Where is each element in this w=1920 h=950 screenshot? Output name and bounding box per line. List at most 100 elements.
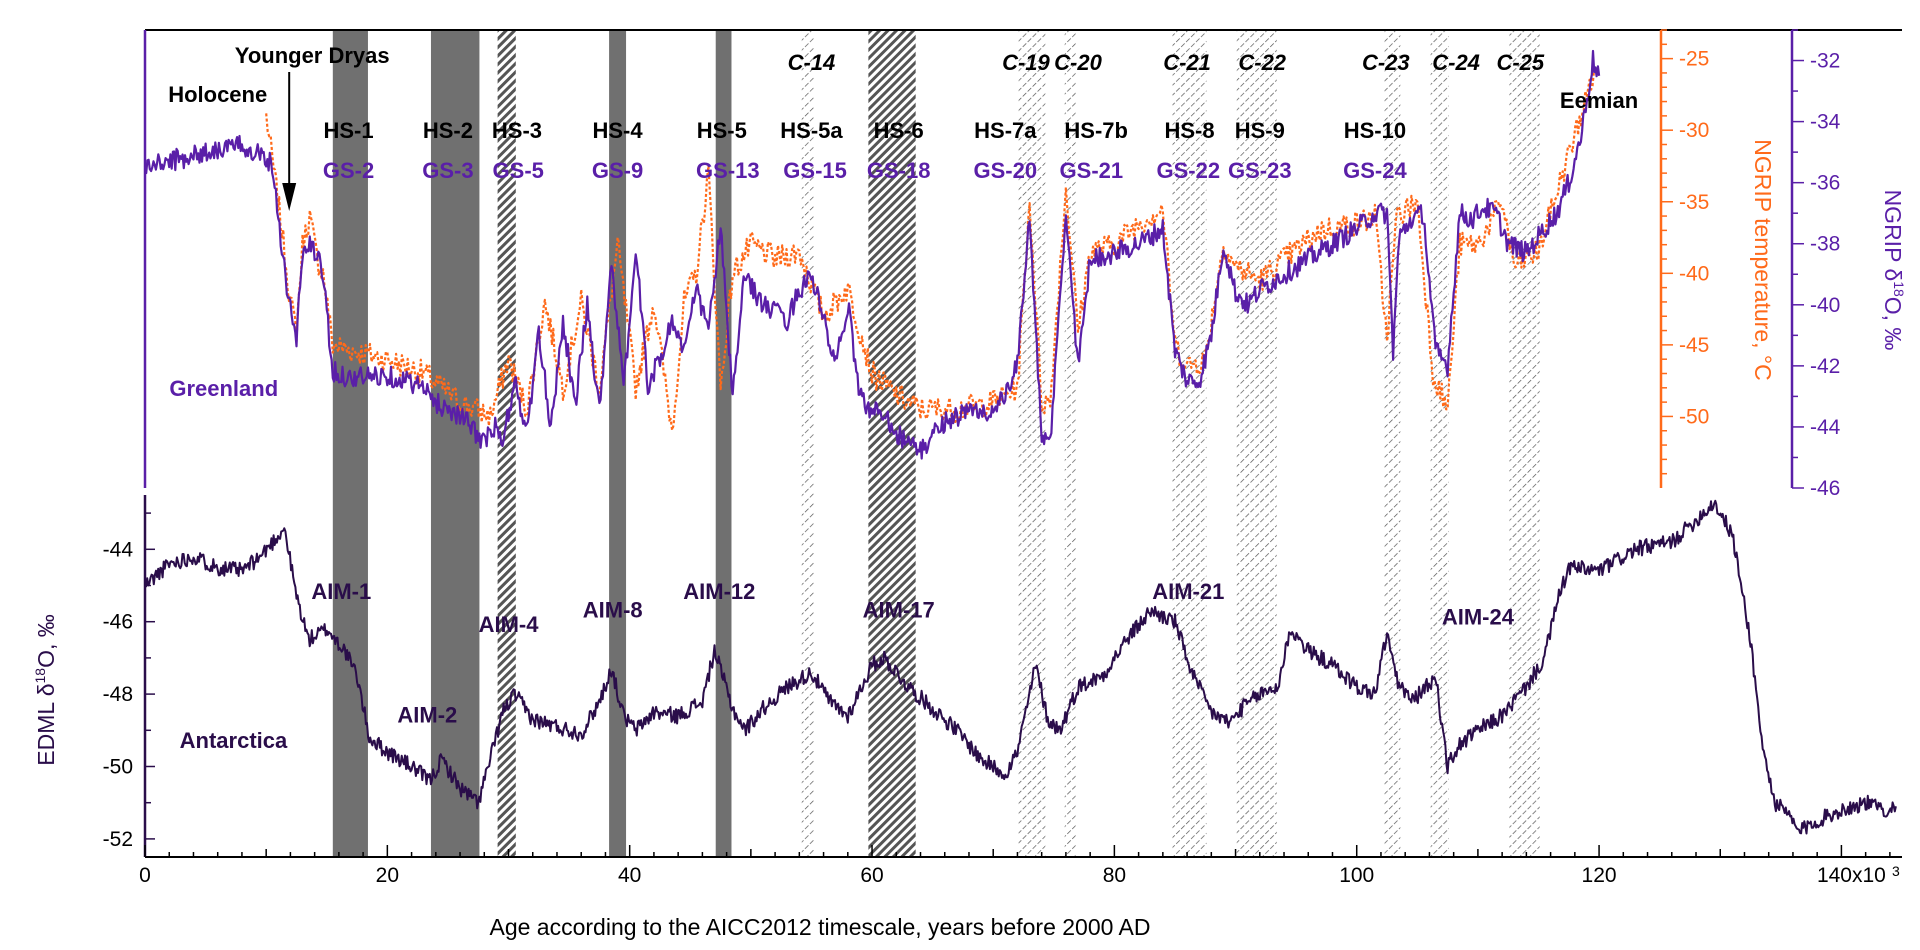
- greenland-stadial-label: GS-13: [696, 158, 760, 183]
- region-label: Antarctica: [180, 728, 288, 753]
- ngrip-d18o-axis-title-part2: O, ‰: [1880, 297, 1906, 351]
- heinrich-stadial-label: HS-2: [423, 118, 473, 143]
- series-line-ngrip-temp: [265, 65, 1597, 432]
- heinrich-stadial-label: HS-3: [492, 118, 542, 143]
- stadial-band-6: [801, 30, 814, 857]
- stadial-bands: [332, 30, 1540, 857]
- x-tick-label: 80: [1103, 864, 1126, 887]
- younger-dryas-arrow-head: [282, 183, 297, 211]
- stadial-band-10: [1172, 30, 1207, 857]
- heinrich-stadial-label: HS-7a: [974, 118, 1037, 143]
- aim-event-label: AIM-2: [397, 702, 457, 727]
- ngrip-d18o-tick-label: -32: [1810, 50, 1840, 73]
- cold-event-label: C-19: [1002, 50, 1050, 75]
- aim-event-label: AIM-8: [583, 597, 643, 622]
- ngrip-d18o-tick-label: -36: [1810, 172, 1840, 195]
- region-label: Younger Dryas: [235, 43, 390, 68]
- ngrip-temp-tick-label: -35: [1679, 191, 1709, 214]
- stadial-band-5: [715, 30, 732, 857]
- heinrich-stadial-label: HS-5: [697, 118, 747, 143]
- stadial-band-1: [332, 30, 368, 857]
- greenland-stadial-label: GS-18: [867, 158, 931, 183]
- stadial-band-2: [430, 30, 480, 857]
- series-line-edml-d18o: [144, 499, 1897, 835]
- ngrip-d18o-axis-title-sup: 18: [1891, 281, 1907, 297]
- ngrip-temp-tick-label: -45: [1679, 334, 1709, 357]
- aim-event-label: AIM-1: [311, 579, 371, 604]
- heinrich-stadial-label: HS-5a: [780, 118, 843, 143]
- edml-tick-label: -44: [103, 538, 134, 561]
- heinrich-stadial-label: HS-8: [1164, 118, 1214, 143]
- edml-axis-title-sup: 18: [32, 668, 48, 684]
- series-layer: [143, 49, 1897, 835]
- ngrip-d18o-tick-label: -40: [1810, 294, 1840, 317]
- cold-event-label: C-25: [1496, 50, 1544, 75]
- stadial-band-11: [1236, 30, 1277, 857]
- aim-event-label: AIM-17: [863, 597, 935, 622]
- ngrip-temp-tick-label: -30: [1679, 119, 1709, 142]
- x-tick-label: 0: [139, 864, 151, 887]
- edml-tick-label: -50: [103, 756, 133, 779]
- axis-ticks: 0 20 40 60 80 100 120 140x10 -44 -46 -48 -50 -52 -25 -…: [103, 29, 1891, 887]
- x-tick-label: 120: [1582, 864, 1617, 887]
- x-tick-label: 40: [618, 864, 641, 887]
- edml-axis-title: EDML δ18O, ‰: [32, 614, 59, 766]
- heinrich-stadial-label: HS-4: [593, 118, 644, 143]
- ngrip-temp-axis-title: NGRIP temperature, °C: [1750, 139, 1776, 380]
- cold-event-label: C-23: [1362, 50, 1410, 75]
- ngrip-d18o-axis-title: NGRIP δ18O, ‰: [1880, 190, 1907, 351]
- x-tick-label: 100: [1339, 864, 1374, 887]
- region-label: Eemian: [1560, 88, 1638, 113]
- stadial-band-8: [1018, 30, 1046, 857]
- heinrich-stadial-label: HS-10: [1344, 118, 1406, 143]
- cold-event-label: C-21: [1163, 50, 1211, 75]
- ngrip-d18o-tick-label: -34: [1810, 111, 1841, 134]
- greenland-stadial-label: GS-21: [1060, 158, 1124, 183]
- stadial-band-12: [1384, 30, 1401, 857]
- ngrip-d18o-tick-label: -38: [1810, 233, 1840, 256]
- cold-event-label: C-22: [1238, 50, 1286, 75]
- series-line-ngrip-d18o: [143, 49, 1601, 460]
- edml-tick-label: -52: [103, 828, 133, 851]
- edml-tick-label: -46: [103, 611, 133, 634]
- x-axis-title: Age according to the AICC2012 timescale,…: [489, 914, 1150, 940]
- ngrip-d18o-tick-label: -42: [1810, 355, 1840, 378]
- greenland-stadial-label: GS-23: [1228, 158, 1292, 183]
- x-tick-label: 140x10: [1817, 864, 1886, 887]
- region-label: Holocene: [168, 82, 267, 107]
- heinrich-stadial-label: HS-1: [324, 118, 374, 143]
- stadial-band-7: [868, 30, 916, 857]
- cold-event-label: C-20: [1054, 50, 1102, 75]
- greenland-stadial-label: GS-15: [783, 158, 847, 183]
- cold-event-label: C-24: [1432, 50, 1480, 75]
- aim-event-label: AIM-24: [1442, 605, 1515, 630]
- ngrip-temp-tick-label: -25: [1679, 48, 1709, 71]
- greenland-stadial-label: GS-9: [592, 158, 643, 183]
- ngrip-d18o-axis-title-part1: NGRIP δ: [1880, 190, 1906, 282]
- heinrich-stadial-label: HS-6: [874, 118, 924, 143]
- heinrich-stadial-label: HS-7b: [1064, 118, 1128, 143]
- region-label: Greenland: [169, 376, 278, 401]
- greenland-stadial-label: GS-5: [493, 158, 544, 183]
- ngrip-temp-tick-label: -40: [1679, 262, 1709, 285]
- aim-event-label: AIM-21: [1152, 579, 1224, 604]
- greenland-stadial-label: GS-24: [1343, 158, 1407, 183]
- x-tick-label: 60: [860, 864, 883, 887]
- greenland-stadial-label: GS-22: [1156, 158, 1220, 183]
- heinrich-stadial-label: HS-9: [1235, 118, 1285, 143]
- aim-event-label: AIM-4: [479, 612, 540, 637]
- ngrip-d18o-tick-label: -44: [1810, 416, 1841, 439]
- cold-event-label: C-14: [788, 50, 836, 75]
- edml-axis-title-part2: O, ‰: [33, 614, 59, 668]
- annotation-labels: Holocene Younger Dryas Eemian Greenland Anta…: [168, 43, 1638, 753]
- x-tick-label: 20: [376, 864, 399, 887]
- stadial-band-9: [1064, 30, 1076, 857]
- aim-event-label: AIM-12: [683, 579, 755, 604]
- edml-tick-label: -48: [103, 683, 133, 706]
- greenland-stadial-label: GS-2: [323, 158, 374, 183]
- greenland-stadial-label: GS-3: [422, 158, 473, 183]
- stadial-band-14: [1509, 30, 1540, 857]
- greenland-stadial-label: GS-20: [974, 158, 1038, 183]
- stadial-band-4: [609, 30, 627, 857]
